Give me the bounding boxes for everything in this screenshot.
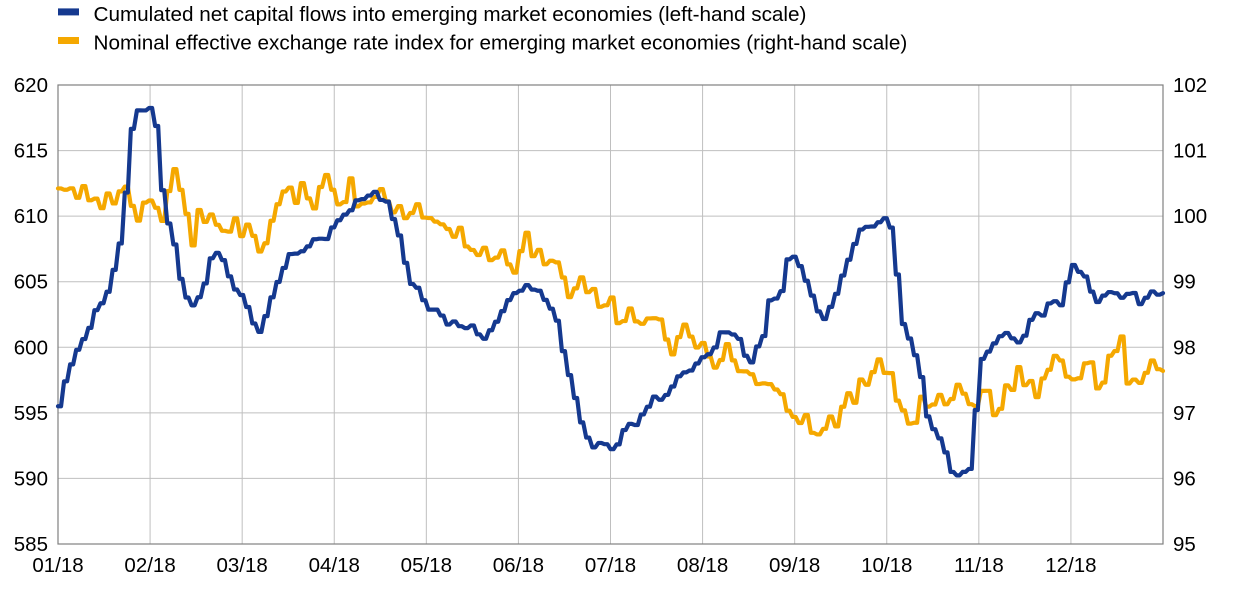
svg-text:615: 615	[14, 140, 48, 163]
svg-text:96: 96	[1173, 467, 1196, 490]
svg-text:102: 102	[1173, 74, 1207, 97]
svg-text:98: 98	[1173, 336, 1196, 359]
svg-text:12/18: 12/18	[1045, 554, 1096, 577]
svg-text:08/18: 08/18	[677, 554, 728, 577]
svg-text:03/18: 03/18	[217, 554, 268, 577]
svg-text:585: 585	[14, 533, 48, 556]
svg-text:02/18: 02/18	[124, 554, 175, 577]
svg-text:05/18: 05/18	[401, 554, 452, 577]
svg-text:99: 99	[1173, 271, 1196, 294]
svg-text:04/18: 04/18	[309, 554, 360, 577]
svg-text:101: 101	[1173, 140, 1207, 163]
svg-text:100: 100	[1173, 205, 1207, 228]
svg-text:10/18: 10/18	[861, 554, 912, 577]
svg-text:610: 610	[14, 205, 48, 228]
svg-text:01/18: 01/18	[32, 554, 83, 577]
svg-text:11/18: 11/18	[954, 554, 1004, 577]
svg-text:620: 620	[14, 74, 48, 97]
svg-text:590: 590	[14, 467, 48, 490]
svg-text:Nominal effective exchange rat: Nominal effective exchange rate index fo…	[94, 32, 908, 55]
svg-text:07/18: 07/18	[585, 554, 636, 577]
svg-text:06/18: 06/18	[493, 554, 544, 577]
svg-text:95: 95	[1173, 533, 1196, 556]
svg-text:97: 97	[1173, 402, 1196, 425]
svg-text:595: 595	[14, 402, 48, 425]
svg-text:605: 605	[14, 271, 48, 294]
svg-text:09/18: 09/18	[769, 554, 820, 577]
svg-text:600: 600	[14, 336, 48, 359]
svg-text:Cumulated net capital flows in: Cumulated net capital flows into emergin…	[94, 3, 807, 26]
